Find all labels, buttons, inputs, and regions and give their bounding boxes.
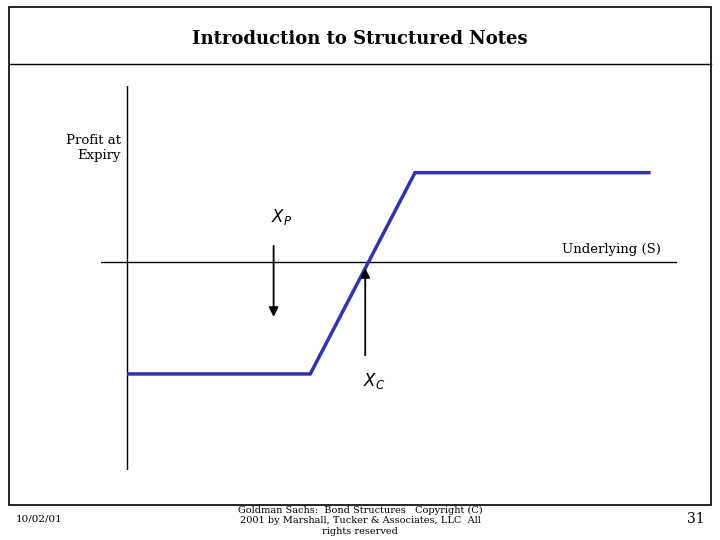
- Text: $X_P$: $X_P$: [271, 207, 292, 227]
- Text: Profit at
Expiry: Profit at Expiry: [66, 134, 121, 163]
- Text: Goldman Sachs:  Bond Structures   Copyright (C)
2001 by Marshall, Tucker & Assoc: Goldman Sachs: Bond Structures Copyright…: [238, 505, 482, 536]
- Text: Underlying (S): Underlying (S): [562, 243, 661, 256]
- Text: 10/02/01: 10/02/01: [16, 515, 63, 524]
- Text: $X_C$: $X_C$: [363, 371, 384, 391]
- Text: 31: 31: [687, 512, 704, 526]
- FancyBboxPatch shape: [9, 7, 711, 505]
- Text: Introduction to Structured Notes: Introduction to Structured Notes: [192, 30, 528, 48]
